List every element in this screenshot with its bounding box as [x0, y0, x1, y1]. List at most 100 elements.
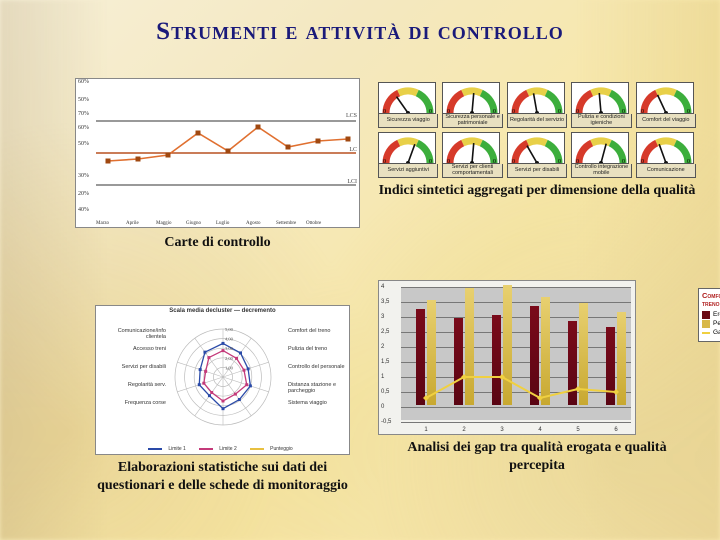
- gauge-label: Servizi aggiuntivi: [378, 164, 438, 178]
- gauges-caption: Indici sintetici aggregati per dimension…: [378, 182, 696, 200]
- gauge-cell: 00Servizi aggiuntivi: [378, 132, 438, 178]
- svg-text:0: 0: [687, 159, 690, 164]
- svg-text:0: 0: [493, 109, 496, 114]
- gauge-cell: 00Regolarità del servizio: [507, 82, 567, 128]
- gauge-label: Controllo integrazione mobile: [571, 164, 631, 178]
- lci-tag: LCI: [347, 179, 357, 185]
- gauge-cell: 00Servizi per disabili: [507, 132, 567, 178]
- gauge-cell: 00Controllo integrazione mobile: [571, 132, 631, 178]
- gauge: 00: [378, 82, 436, 114]
- control-chart-caption: Carte di controllo: [75, 234, 360, 252]
- ctrl-xlabel: Maggio: [156, 221, 172, 226]
- svg-text:0: 0: [429, 159, 432, 164]
- lcs-tag: LCS: [346, 113, 357, 119]
- gauge-cell: 00Servizi per clienti comportamentali: [442, 132, 502, 178]
- ctrl-xlabel: Giugno: [186, 221, 201, 226]
- bar-caption: Analisi dei gap tra qualità erogata e qu…: [378, 439, 696, 474]
- svg-text:5,00: 5,00: [225, 327, 234, 333]
- ctrl-xlabel: Ottobre: [306, 221, 321, 226]
- svg-text:0: 0: [383, 159, 386, 164]
- bar-xlabel: 4: [538, 427, 541, 433]
- radar-axis-label: Sistema viaggio: [288, 400, 348, 406]
- svg-text:0: 0: [576, 109, 579, 114]
- bar-xlabel: 5: [576, 427, 579, 433]
- radar-axis-label: Regolarità serv.: [100, 382, 166, 388]
- radar-panel: Scala media decluster — decremento 1,00 2…: [95, 305, 350, 494]
- gauges-panel: 00Sicurezza viaggio00Sicurezza personale…: [378, 82, 696, 200]
- ctrl-xlabel: Luglio: [216, 221, 229, 226]
- svg-text:2,00: 2,00: [225, 356, 234, 362]
- gauge: 00: [442, 82, 500, 114]
- radar-axis-label: Controllo del personale: [288, 364, 348, 370]
- gauge: 00: [442, 132, 500, 164]
- gauge-cell: 00Sicurezza personale e patrimoniale: [442, 82, 502, 128]
- bar-ylabel: 2,5: [381, 329, 389, 335]
- svg-text:0: 0: [429, 109, 432, 114]
- svg-text:0: 0: [447, 109, 450, 114]
- bar-xlabel: 3: [500, 427, 503, 433]
- bar-ylabel: 1: [381, 374, 384, 380]
- svg-text:0: 0: [622, 109, 625, 114]
- svg-text:0: 0: [512, 109, 515, 114]
- ctrl-ylabel: 70%: [78, 111, 89, 117]
- gauge: 00: [636, 82, 694, 114]
- svg-text:0: 0: [512, 159, 515, 164]
- ctrl-ylabel: 60%: [78, 125, 89, 131]
- svg-text:0: 0: [687, 109, 690, 114]
- gauge-cell: 0 0Pulizia e condizioni igieniche: [571, 82, 631, 128]
- radar-axis-label: Servizi per disabili: [100, 364, 166, 370]
- radar-chart: Scala media decluster — decremento 1,00 2…: [95, 305, 350, 455]
- gauge-cell: 0 0Comunicazione: [636, 132, 696, 178]
- control-chart-panel: LCS LC LCI 60%50%70%60%50%30%20%40%Marzo…: [75, 78, 360, 252]
- gauge-label: Comfort del viaggio: [636, 114, 696, 128]
- bar-chart: -0,500,511,522,533,54123456: [378, 280, 636, 435]
- lc-tag: LC: [349, 147, 357, 153]
- control-chart: LCS LC LCI 60%50%70%60%50%30%20%40%Marzo…: [75, 78, 360, 228]
- bar-legend: Comfort Del treno Erogato Percepito Gap: [698, 288, 720, 342]
- ctrl-xlabel: Settembre: [276, 221, 296, 226]
- ctrl-ylabel: 30%: [78, 173, 89, 179]
- svg-text:0: 0: [558, 109, 561, 114]
- bar-ylabel: 1,5: [381, 359, 389, 365]
- svg-text:0: 0: [622, 159, 625, 164]
- bar-ylabel: 3,5: [381, 299, 389, 305]
- gauge: 00: [507, 82, 565, 114]
- ctrl-ylabel: 20%: [78, 191, 89, 197]
- bar-ylabel: 0,5: [381, 389, 389, 395]
- radar-axis-label: Distanza stazione e parcheggio: [288, 382, 348, 394]
- bar-ylabel: 3: [381, 314, 384, 320]
- radar-caption: Elaborazioni statistiche sui dati dei qu…: [95, 459, 350, 494]
- bar-panel: -0,500,511,522,533,54123456 Comfort Del …: [378, 280, 696, 474]
- svg-text:0: 0: [576, 159, 579, 164]
- bar-ylabel: 0: [381, 404, 384, 410]
- radar-axis-label: Frequenza corse: [100, 400, 166, 406]
- bar-xlabel: 2: [462, 427, 465, 433]
- svg-text:1,00: 1,00: [225, 365, 234, 371]
- svg-text:0: 0: [641, 159, 644, 164]
- gauge: 00: [378, 132, 436, 164]
- gauge-label: Sicurezza personale e patrimoniale: [442, 114, 502, 128]
- svg-text:0: 0: [641, 109, 644, 114]
- gauge-label: Comunicazione: [636, 164, 696, 178]
- gauge-label: Pulizia e condizioni igieniche: [571, 114, 631, 128]
- page-title: Strumenti e attività di controllo: [0, 0, 720, 46]
- gauge: 00: [571, 132, 629, 164]
- svg-text:0: 0: [383, 109, 386, 114]
- bar-xlabel: 1: [424, 427, 427, 433]
- radar-head: Scala media decluster — decremento: [96, 308, 349, 314]
- radar-axis-label: Comunicazione/info clientela: [100, 328, 166, 340]
- bar-xlabel: 6: [614, 427, 617, 433]
- bar-ylabel: 2: [381, 344, 384, 350]
- gauge-label: Servizi per disabili: [507, 164, 567, 178]
- gauge: 00: [507, 132, 565, 164]
- radar-axis-label: Comfort del treno: [288, 328, 348, 334]
- ctrl-ylabel: 50%: [78, 141, 89, 147]
- gauge-cell: 00Sicurezza viaggio: [378, 82, 438, 128]
- svg-text:4,00: 4,00: [225, 337, 234, 343]
- gauge-label: Sicurezza viaggio: [378, 114, 438, 128]
- svg-text:0: 0: [558, 159, 561, 164]
- svg-text:3,00: 3,00: [225, 346, 234, 352]
- ctrl-ylabel: 40%: [78, 207, 89, 213]
- radar-axis-label: Accesso treni: [100, 346, 166, 352]
- bar-ylabel: -0,5: [381, 419, 391, 425]
